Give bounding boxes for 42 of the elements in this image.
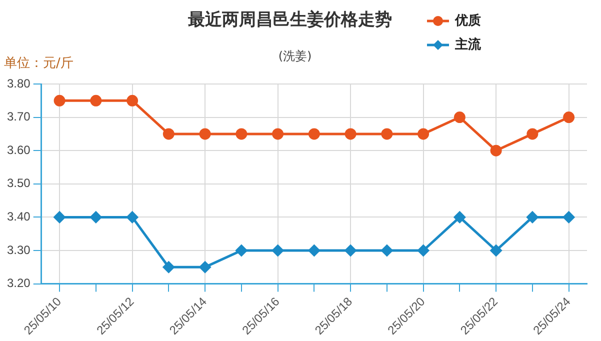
point [308,244,320,256]
y-tick-label: 3.30 [6,242,31,257]
point [490,244,502,256]
chart-title: 最近两周昌邑生姜价格走势 [188,10,392,30]
y-axis-title: 单位：元/斤 [4,55,74,72]
point [381,128,393,140]
point [272,128,284,140]
point [199,261,211,273]
point [344,128,356,140]
point [236,128,248,140]
point [563,211,575,223]
point [54,211,66,223]
point [418,128,430,140]
point [454,211,466,223]
point [162,128,174,140]
point [526,128,538,140]
point [199,128,211,140]
point [90,211,102,223]
legend-label: 优质 [454,12,481,28]
point [526,211,538,223]
point [90,94,102,106]
point [454,112,466,124]
point [126,94,138,106]
point [54,94,66,106]
point [418,244,430,256]
point [272,244,284,256]
point [236,244,248,256]
point [563,112,575,124]
point [162,261,174,273]
point [490,144,502,156]
chart-subtitle: (洗姜) [277,48,313,65]
point [344,244,356,256]
point [126,211,138,223]
y-tick-label: 3.60 [6,142,31,157]
point [308,128,320,140]
legend-label: 主流 [454,36,482,52]
y-tick-label: 3.70 [6,110,31,124]
point [381,244,393,256]
y-tick-label: 3.80 [6,76,31,90]
y-tick-label: 3.40 [6,210,31,224]
y-tick-label: 3.20 [6,276,31,290]
y-tick-label: 3.50 [6,176,31,190]
